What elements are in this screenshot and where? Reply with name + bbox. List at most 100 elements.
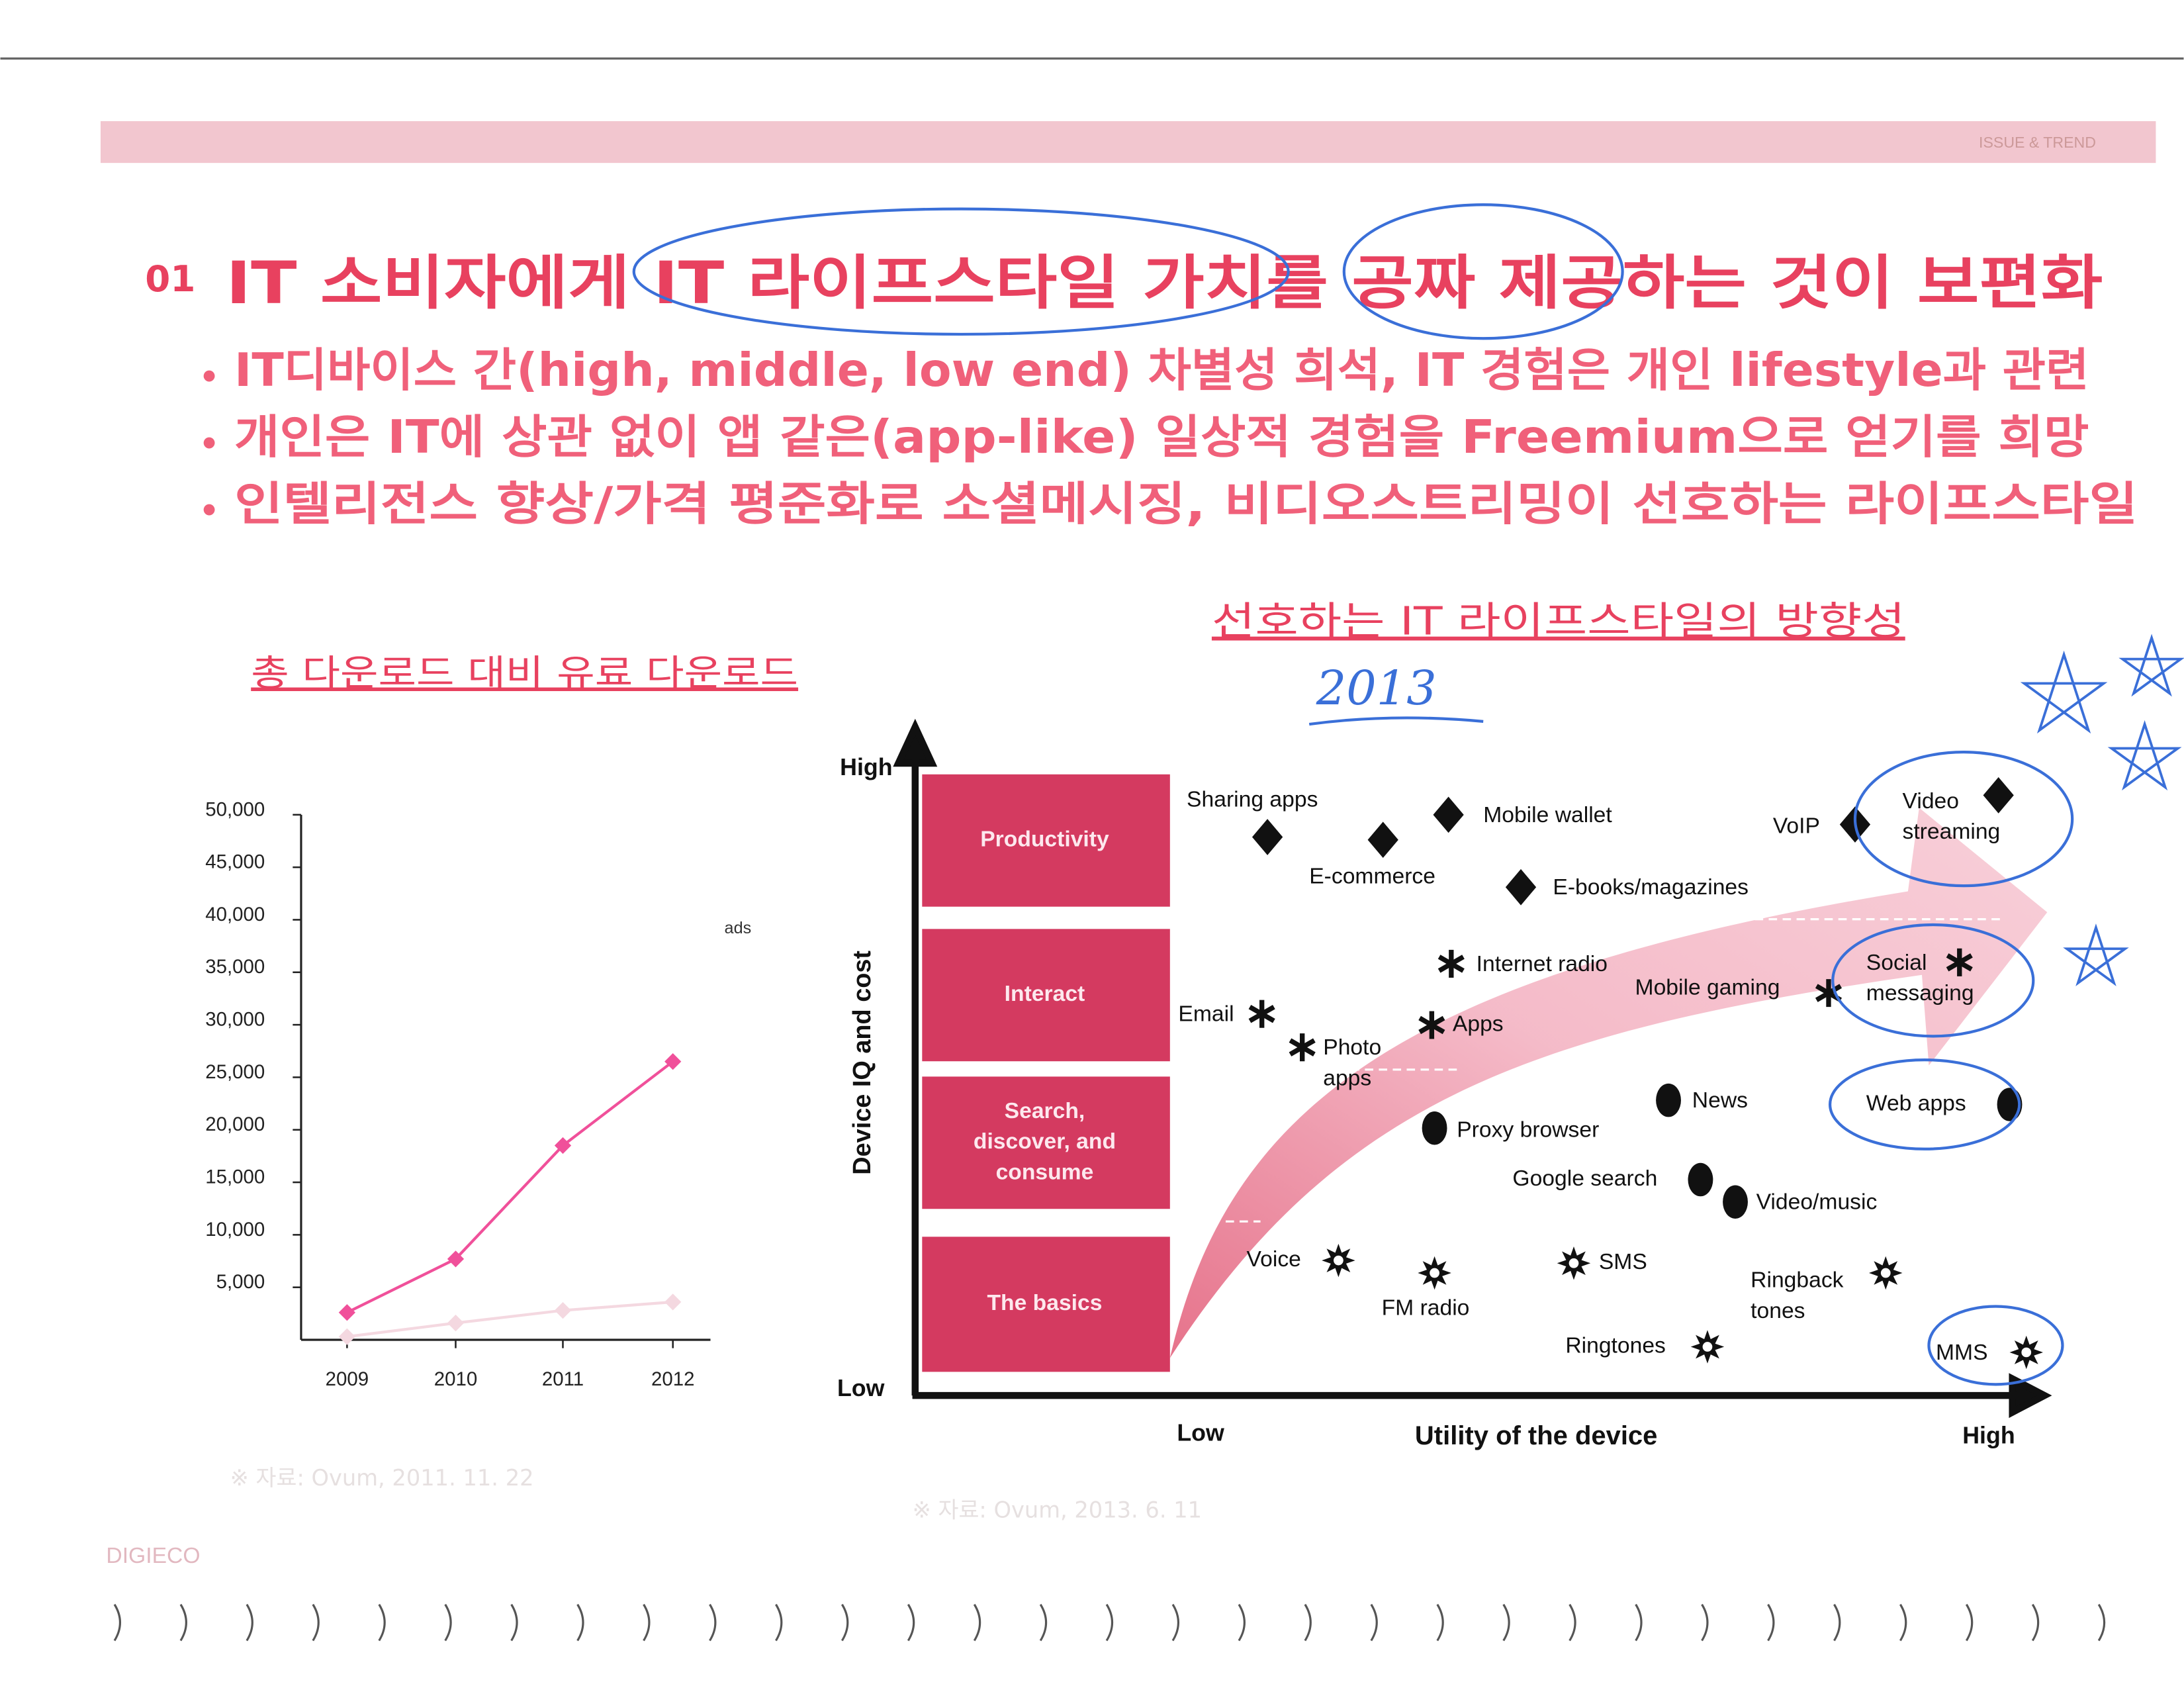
item-label: Social [1866, 951, 1927, 975]
y-tick-label: 40,000 [205, 904, 265, 925]
data-point [554, 1137, 572, 1154]
binder-mark [1899, 1603, 1907, 1642]
dot-marker [1656, 1083, 1681, 1117]
diamond-marker [1367, 821, 1398, 859]
item-label: Internet radio [1477, 952, 1608, 976]
binder-mark [973, 1603, 981, 1642]
binder-mark [576, 1603, 584, 1642]
binder-mark [1767, 1603, 1775, 1642]
axis-label: Device IQ and cost [848, 951, 876, 1175]
binder-mark [1304, 1603, 1312, 1642]
sun-center [1880, 1268, 1891, 1278]
level-box [922, 774, 1170, 907]
item-label: Email [1178, 1002, 1234, 1027]
bullet-text: 인텔리전스 향상/가격 평준화로 소셜메시징, 비디오스트리밍이 선호하는 라이… [234, 478, 2138, 531]
binder-mark [1635, 1603, 1643, 1642]
level-label: Interact [1005, 982, 1085, 1006]
handwritten-star [2063, 923, 2129, 986]
data-point [338, 1304, 356, 1321]
chart-title: 총 다운로드 대비 유료 다운로드 [251, 652, 798, 694]
diagram: High Low Low Utility of the device High Devic… [837, 633, 2184, 1450]
level-box [922, 1237, 1170, 1372]
binder-mark [1569, 1603, 1576, 1642]
sun-center [2021, 1347, 2032, 1358]
data-point [554, 1301, 572, 1319]
bullet-dot [203, 437, 215, 449]
data-point [447, 1315, 465, 1332]
binder-mark [775, 1603, 783, 1642]
level-label: discover, and [974, 1129, 1116, 1154]
y-tick-label: 15,000 [205, 1166, 265, 1188]
binder-mark [2097, 1603, 2106, 1642]
diagram-title: 선호하는 IT 라이프스타일의 방향성 [1212, 598, 1905, 644]
handwritten-year: 2013 [1316, 661, 1437, 716]
data-point [664, 1293, 682, 1311]
axis-label: Utility of the device [1415, 1421, 1657, 1450]
asterisk-marker [1248, 1000, 1275, 1028]
handwritten-circle [1831, 923, 2035, 1038]
asterisk-marker [1418, 1011, 1445, 1039]
handwritten-circle [1828, 1058, 2021, 1150]
handwritten-underline [1308, 716, 1484, 726]
item-label: tones [1751, 1299, 1805, 1323]
binder-mark [1238, 1603, 1246, 1642]
x-tick-label: 2010 [434, 1368, 478, 1390]
item-label: Mobile wallet [1483, 803, 1612, 827]
data-point [664, 1053, 682, 1070]
dot-marker [1688, 1162, 1713, 1197]
header-band [100, 121, 2156, 164]
item-label: Ringtones [1565, 1333, 1666, 1358]
item-label: Sharing apps [1187, 788, 1318, 812]
binder-mark [179, 1603, 187, 1642]
item-label: E-commerce [1309, 864, 1435, 888]
bullet-dot [203, 504, 215, 516]
x-tick-label: 2009 [326, 1368, 369, 1390]
item-label: apps [1323, 1066, 1371, 1090]
diamond-marker [1251, 819, 1283, 855]
dot-marker [1723, 1185, 1748, 1219]
binder-mark [907, 1603, 915, 1642]
item-label: Ringback [1751, 1268, 1843, 1293]
binder-mark [1171, 1603, 1180, 1642]
item-label: Video [1903, 789, 1959, 814]
binder-mark [378, 1603, 386, 1642]
sun-center [1569, 1258, 1579, 1268]
y-tick-label: 25,000 [205, 1061, 265, 1083]
item-label: streaming [1903, 820, 2001, 844]
sun-center [1334, 1255, 1343, 1266]
handwritten-star [2107, 720, 2182, 791]
binder-mark [1965, 1603, 1974, 1642]
asterisk-marker [1946, 948, 1973, 976]
y-tick-label: 35,000 [205, 956, 265, 978]
growth-arrow [1169, 808, 2048, 1358]
axis-label: Low [1177, 1420, 1224, 1446]
level-label: Search, [1005, 1099, 1085, 1123]
diagram-source: ※ 자료: Ovum, 2013. 6. 11 [913, 1497, 1202, 1523]
item-label: Apps [1453, 1011, 1504, 1036]
item-label: Photo [1323, 1035, 1381, 1060]
item-label: SMS [1599, 1250, 1647, 1274]
binder-mark [1701, 1603, 1709, 1642]
handwritten-star [2118, 633, 2184, 697]
y-tick-label: 5,000 [216, 1271, 265, 1293]
item-label: Video/music [1756, 1190, 1878, 1215]
level-box [922, 929, 1170, 1062]
heading-title: IT 소비자에게 IT 라이프스타일 가치를 공짜 제공하는 것이 보편화 [226, 249, 2103, 317]
item-label: VoIP [1773, 814, 1820, 839]
binder-mark [2031, 1603, 2040, 1642]
x-tick-label: 2012 [651, 1368, 695, 1390]
y-tick-label: 20,000 [205, 1113, 265, 1135]
binder-mark [444, 1603, 452, 1642]
handwritten-star [2020, 650, 2108, 734]
item-label: MMS [1936, 1340, 1988, 1365]
line-chart: 5,000 10,000 15,000 20,000 25,000 30,000 35,00… [205, 798, 711, 1390]
diamond-marker [1433, 796, 1464, 833]
item-label: Proxy browser [1457, 1117, 1599, 1142]
binder-mark [1833, 1603, 1841, 1642]
y-tick-label: 30,000 [205, 1009, 265, 1031]
item-label: Voice [1247, 1247, 1301, 1272]
level-label: The basics [987, 1291, 1102, 1315]
item-label: Google search [1512, 1166, 1657, 1191]
item-label: FM radio [1382, 1296, 1470, 1321]
